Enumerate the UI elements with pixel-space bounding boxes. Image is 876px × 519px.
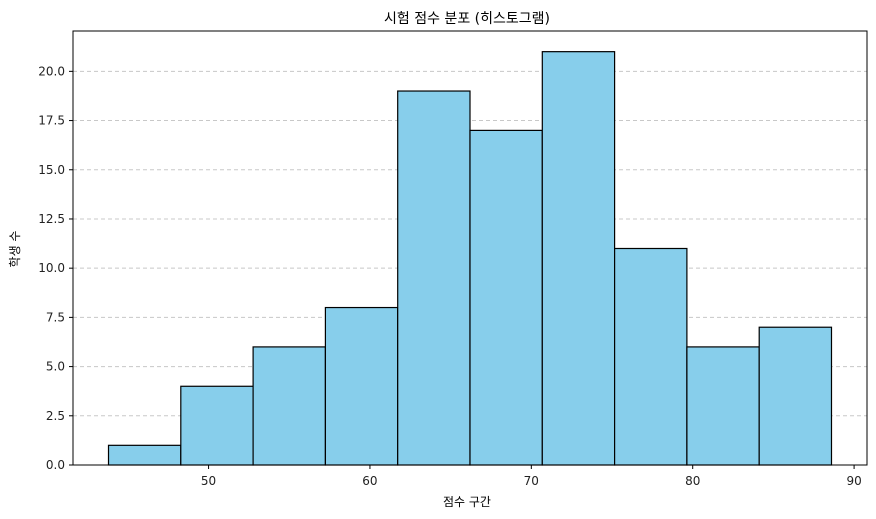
histogram-bar	[107, 444, 182, 466]
x-axis-label: 점수 구간	[443, 495, 491, 509]
y-axis-ticks: 0.0 2.5 5.0 7.5 10.0 12.5 15.0 17.5 20.0	[38, 64, 73, 472]
y-tick-label: 10.0	[38, 261, 65, 275]
y-tick-label: 12.5	[38, 212, 65, 226]
histogram-bar	[469, 129, 543, 466]
histogram-bar	[180, 385, 254, 466]
histogram-bar	[613, 247, 688, 466]
y-tick-label: 17.5	[38, 114, 65, 128]
x-tick-label: 60	[362, 474, 377, 488]
x-tick-label: 50	[201, 474, 216, 488]
x-tick-label: 80	[685, 474, 700, 488]
histogram-bar	[686, 346, 760, 466]
x-tick-label: 70	[524, 474, 539, 488]
y-axis-label: 학생 수	[8, 231, 22, 268]
y-tick-label: 15.0	[38, 163, 65, 177]
y-tick-label: 0.0	[46, 458, 65, 472]
plot-frame	[72, 30, 868, 466]
histogram-bar	[541, 51, 616, 466]
y-tick-label: 20.0	[38, 64, 65, 78]
y-tick-label: 2.5	[46, 409, 65, 423]
x-axis-ticks: 50 60 70 80 90	[201, 465, 862, 488]
chart-title: 시험 점수 분포 (히스토그램)	[384, 11, 550, 27]
histogram-bars	[107, 51, 833, 466]
x-tick-label: 90	[846, 474, 861, 488]
y-tick-label: 7.5	[46, 310, 65, 324]
histogram-bar	[252, 346, 327, 466]
histogram-bar	[324, 306, 399, 466]
y-tick-label: 5.0	[46, 360, 65, 374]
histogram-bar	[397, 90, 471, 466]
histogram-bar	[758, 326, 833, 466]
